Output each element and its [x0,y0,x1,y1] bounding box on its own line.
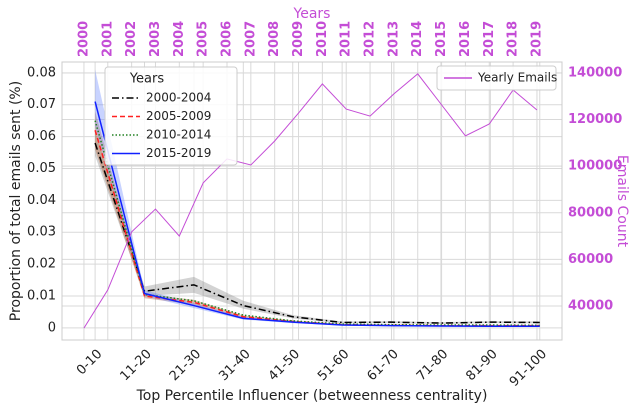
y-tick-label: 0 [48,320,56,335]
legend: Years 2000-2004 2005-2009 2010-2014 2015-201… [104,66,238,166]
y-tick-label: 0.03 [27,225,56,240]
y2-tick-label: 140000 [568,65,622,80]
legend-label: 2005-2009 [146,109,211,123]
y-tick-label: 0.06 [27,129,56,144]
marks [83,69,540,329]
top-tick-label: 2000 [76,21,91,57]
top-tick-label: 2016 [458,21,473,57]
legend-box [104,66,238,166]
top-axis-title: Years [293,6,331,22]
top-tick-label: 2008 [267,21,282,57]
legend-label: Yearly Emails [477,71,557,85]
top-tick-label: 2012 [363,21,378,57]
top-tick-label: 2002 [124,21,139,57]
y2-tick-label: 80000 [568,205,613,220]
y-tick-label: 0.02 [27,257,56,272]
top-tick-label: 2006 [219,21,234,57]
top-tick-label: 2010 [315,21,330,57]
y-tick-label: 0.07 [27,97,56,112]
top-tick-label: 2018 [506,21,521,57]
y2-tick-label: 40000 [568,298,613,313]
legend-label: 2000-2004 [146,91,211,105]
series-line [94,120,540,327]
top-tick-label: 2019 [529,21,544,57]
top-tick-label: 2007 [243,21,258,57]
legend-label: 2010-2014 [146,128,211,142]
x-axis-title: Top Percentile Influencer (betweenness c… [136,388,488,404]
plot-frame [61,61,563,341]
y2-tick-label: 60000 [568,252,613,267]
series-line [94,142,540,324]
top-tick-label: 2001 [100,21,115,57]
top-tick-label: 2003 [148,21,163,57]
y-tick-label: 0.01 [27,289,56,304]
top-tick-label: 2004 [172,21,187,57]
y-tick-label: 0.05 [27,161,56,176]
top-tick-label: 2017 [482,21,497,57]
y2-tick-label: 120000 [568,112,622,127]
y-tick-label: 0.08 [27,65,56,80]
y2-tick-label: 100000 [568,159,622,174]
series-line [83,73,538,329]
top-tick-label: 2014 [410,21,425,57]
y-tick-label: 0.04 [27,193,56,208]
legend-label: 2015-2019 [146,146,211,160]
legend: Yearly Emails [436,65,557,91]
top-tick-label: 2015 [434,21,449,57]
top-tick-label: 2011 [339,21,354,57]
top-tick-label: 2009 [291,21,306,57]
top-tick-label: 2013 [386,21,401,57]
series-line [94,101,540,328]
y2-axis-title: Emails Count [614,155,630,248]
legend-title: Years [129,72,165,87]
top-tick-label: 2005 [196,21,211,57]
legend-box [436,65,557,91]
y-axis-title: Proportion of total emails sent (%) [8,81,24,321]
